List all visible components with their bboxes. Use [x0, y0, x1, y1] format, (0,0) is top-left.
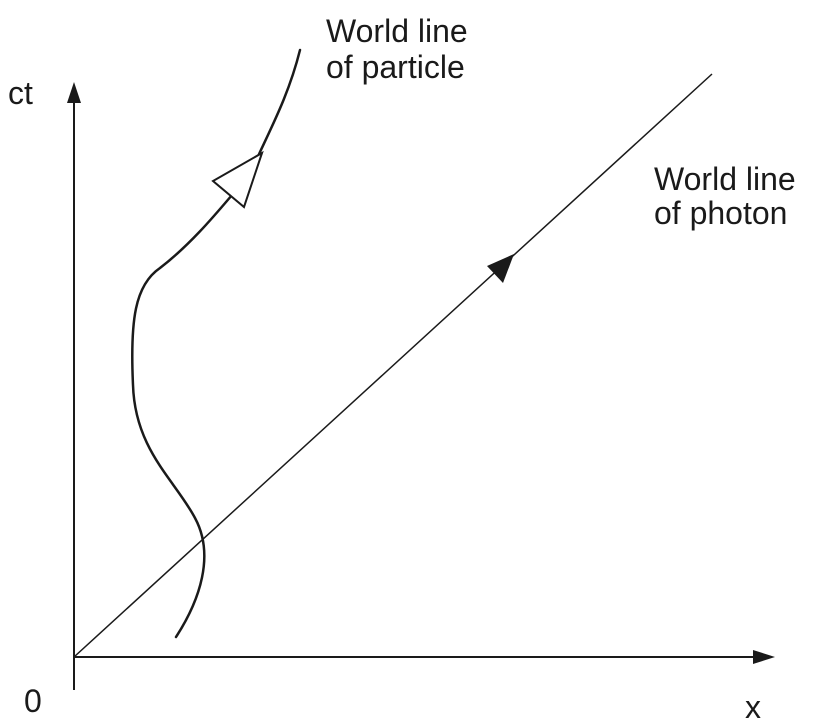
photon-label-line2: of photon — [654, 195, 787, 231]
photon-world-line — [73, 73, 713, 658]
particle-world-line — [130, 48, 302, 639]
ct-axis-label: ct — [8, 75, 33, 111]
ct-axis-arrowhead — [67, 82, 81, 103]
particle-hollow-arrowhead — [211, 150, 264, 209]
x-axis-arrowhead — [753, 650, 775, 664]
particle-label-line1: World line — [326, 13, 468, 49]
photon-arrowhead — [487, 254, 514, 283]
particle-label-line2: of particle — [326, 49, 465, 85]
origin-label: 0 — [24, 683, 42, 719]
x-axis-label: x — [745, 689, 761, 722]
photon-label-line1: World line — [654, 161, 796, 197]
